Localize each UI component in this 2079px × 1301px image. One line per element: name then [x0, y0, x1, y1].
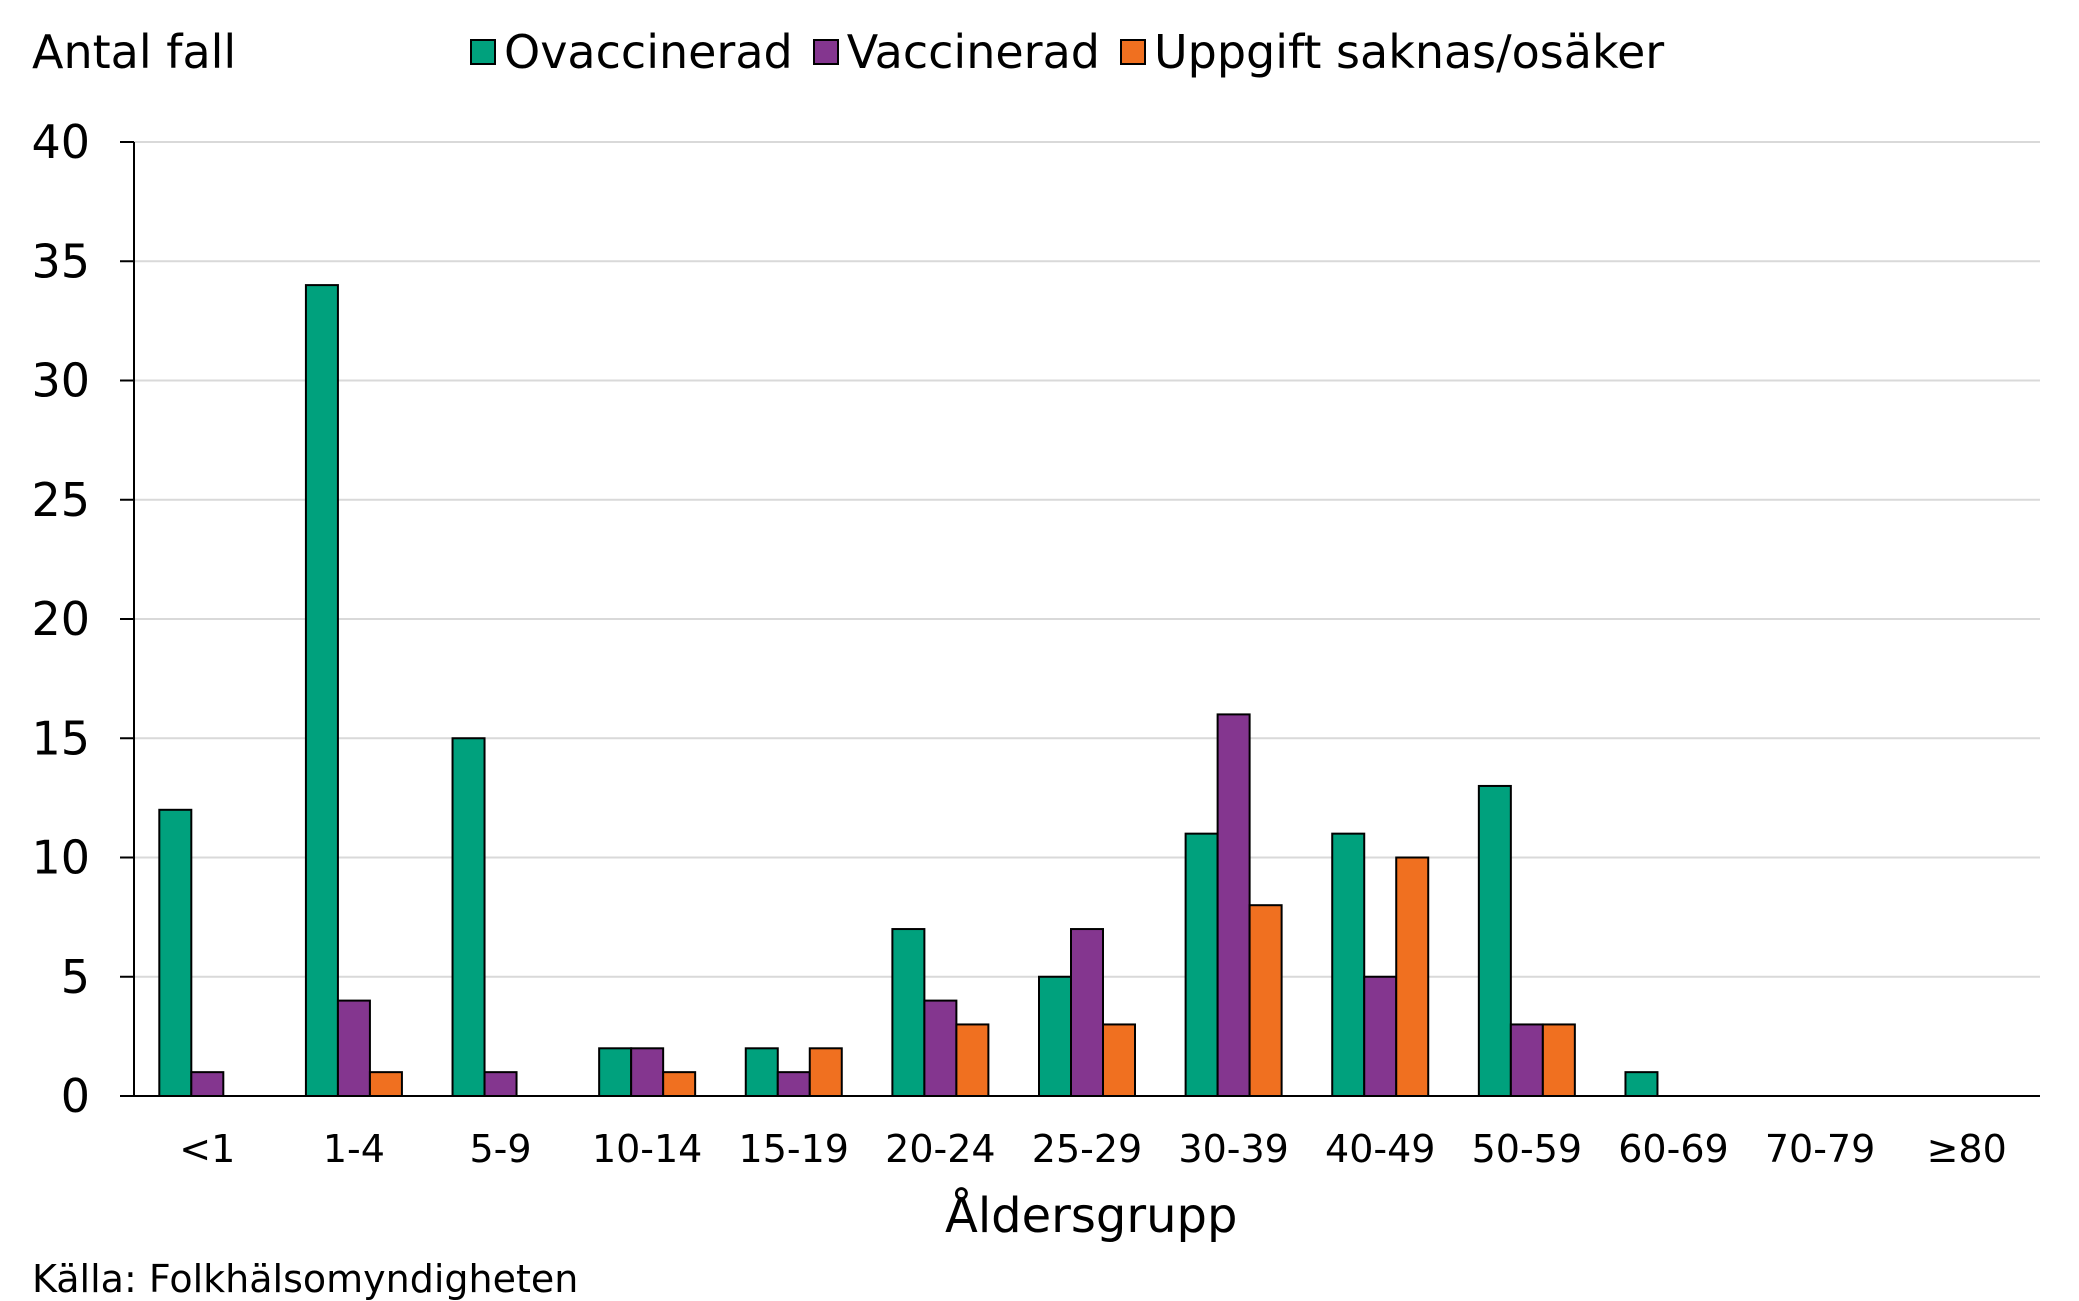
bar: [776, 1071, 811, 1098]
bar: [1363, 975, 1398, 1097]
bar: [1184, 832, 1219, 1098]
bar: [1248, 904, 1283, 1098]
legend-swatch-uppgift-saknas: [1119, 39, 1146, 65]
bar: [955, 1023, 990, 1097]
y-tick-labels: 0 5 10 15 20 25 30 35 40: [31, 115, 90, 1123]
x-tick-label: 50-59: [1472, 1127, 1582, 1171]
bar: [744, 1047, 779, 1098]
bar: [304, 284, 339, 1098]
bar: [1331, 832, 1366, 1098]
bar: [1038, 975, 1072, 1097]
legend: Ovaccinerad Vaccinerad Uppgift saknas/os…: [470, 26, 1684, 78]
bar: [158, 808, 193, 1097]
x-tick-label: 10-14: [592, 1127, 702, 1171]
x-tick-label: 70-79: [1765, 1127, 1875, 1171]
bar: [1541, 1023, 1576, 1097]
bar: [1509, 1023, 1544, 1097]
y-tick-label: 15: [31, 711, 90, 765]
bar: [190, 1071, 225, 1098]
legend-swatch-vaccinerad: [812, 39, 839, 65]
bar: [630, 1047, 665, 1098]
x-tick-label: 30-39: [1178, 1127, 1288, 1171]
x-tick-label: 5-9: [469, 1127, 531, 1171]
bar: [483, 1071, 518, 1098]
x-tick-label: 15-19: [739, 1127, 849, 1171]
bar: [1477, 784, 1512, 1097]
bar: [891, 928, 926, 1097]
y-tick-label: 40: [31, 115, 90, 169]
bar: [808, 1047, 843, 1098]
legend-label-vaccinerad: Vaccinerad: [846, 25, 1100, 79]
y-axis-title: Antal fall: [32, 25, 237, 79]
y-tick-label: 25: [31, 473, 90, 527]
x-tick-label: 60-69: [1618, 1127, 1728, 1171]
bar: [923, 999, 958, 1097]
legend-item-uppgift-saknas: Uppgift saknas/osäker: [1119, 25, 1665, 79]
legend-item-ovaccinerad: Ovaccinerad: [470, 26, 793, 78]
bars: [158, 284, 1659, 1098]
x-axis-title: Åldersgrupp: [945, 1188, 1238, 1244]
bar: [1070, 928, 1104, 1097]
x-tick-labels: <1 1-4 5-9 10-14 15-19 20-24 25-29 30-39 40-49 50…: [179, 1127, 2007, 1171]
bar: [662, 1071, 697, 1098]
x-tick-label: ≥80: [1927, 1127, 2007, 1171]
legend-label-ovaccinerad: Ovaccinerad: [504, 25, 793, 79]
y-tick-label: 30: [31, 354, 90, 408]
y-tick-label: 10: [31, 831, 90, 885]
bar: [1216, 713, 1251, 1098]
x-tick-label: 40-49: [1325, 1127, 1435, 1171]
x-tick-label: <1: [179, 1127, 235, 1171]
axes: [133, 142, 2040, 1097]
y-tick-label: 5: [61, 950, 90, 1004]
bar: [336, 999, 371, 1097]
y-tick-label: 20: [31, 592, 90, 646]
x-tick-label: 1-4: [323, 1127, 385, 1171]
y-tick-label: 0: [61, 1069, 90, 1123]
bar: [1102, 1023, 1136, 1097]
bar: [598, 1047, 633, 1098]
bar: [451, 737, 486, 1097]
x-tick-label: 25-29: [1032, 1127, 1142, 1171]
legend-item-vaccinerad: Vaccinerad: [812, 25, 1100, 79]
bar: [1624, 1071, 1659, 1098]
bar: [1395, 856, 1430, 1097]
y-tick-label: 35: [31, 234, 90, 288]
bar: [368, 1071, 403, 1098]
legend-label-uppgift-saknas: Uppgift saknas/osäker: [1153, 25, 1665, 79]
legend-swatch-ovaccinerad: [470, 39, 496, 65]
x-tick-label: 20-24: [885, 1127, 995, 1171]
source-note: Källa: Folkhälsomyndigheten: [32, 1257, 579, 1301]
